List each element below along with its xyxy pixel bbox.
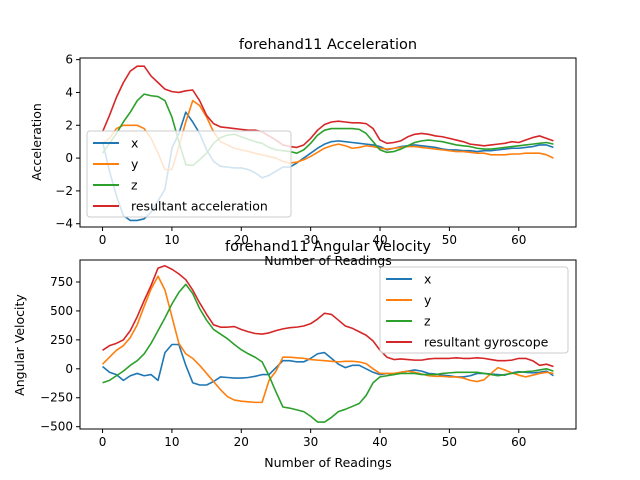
- angular-velocity-legend-label-1: x: [424, 272, 431, 287]
- angular-velocity-y-tick-label: 500: [50, 304, 73, 318]
- acceleration-plot-frame: [79, 57, 577, 228]
- angular-velocity-axes: forehand11 Angular Velocity Angular Velo…: [12, 239, 577, 470]
- acceleration-y-axis-label: Acceleration: [29, 103, 44, 181]
- acceleration-x-tick-label: 50: [442, 233, 457, 247]
- angular-velocity-y-tick-label: 750: [50, 275, 73, 289]
- angular-velocity-x-tick-label: 60: [511, 435, 526, 449]
- angular-velocity-y-tick-label: 250: [50, 333, 73, 347]
- angular-velocity-y-tick-label: −250: [40, 391, 73, 405]
- acceleration-legend-box: [86, 130, 292, 218]
- angular-velocity-chart-title: forehand11 Angular Velocity: [225, 239, 431, 255]
- acceleration-legend-label-3: z: [131, 178, 138, 193]
- acceleration-y-tick-label: 0: [65, 151, 73, 165]
- acceleration-x-tick-label: 0: [99, 233, 107, 247]
- angular-velocity-x-tick-label: 40: [372, 435, 387, 449]
- acceleration-chart-title: forehand11 Acceleration: [239, 37, 417, 53]
- angular-velocity-plot-frame: [79, 259, 577, 430]
- angular-velocity-x-tick-label: 30: [303, 435, 318, 449]
- acceleration-y-tick-label: −2: [55, 184, 73, 198]
- angular-velocity-legend-box: [379, 266, 569, 354]
- angular-velocity-y-axis-label: Angular Velocity: [12, 294, 27, 396]
- angular-velocity-series-line-1: [102, 343, 554, 386]
- acceleration-y-tick-label: −4: [55, 217, 73, 231]
- acceleration-legend-label-1: x: [131, 136, 138, 151]
- angular-velocity-series-line-3: [102, 283, 554, 423]
- acceleration-y-tick-label: 4: [65, 85, 73, 99]
- acceleration-series-line-4: [101, 65, 554, 149]
- angular-velocity-x-tick-label: 20: [234, 435, 249, 449]
- acceleration-y-tick-label: 2: [65, 118, 73, 132]
- acceleration-legend-label-4: resultant acceleration: [131, 199, 268, 214]
- angular-velocity-x-tick-label: 50: [442, 435, 457, 449]
- angular-velocity-series-line-4: [102, 264, 554, 368]
- acceleration-x-tick-label: 10: [164, 233, 179, 247]
- angular-velocity-series-line-2: [101, 275, 554, 404]
- angular-velocity-x-axis-label: Number of Readings: [264, 455, 391, 470]
- acceleration-legend-label-2: y: [131, 157, 139, 172]
- angular-velocity-x-tick-label: 10: [164, 435, 179, 449]
- acceleration-axes: forehand11 Acceleration Acceleration 0 10…: [29, 37, 577, 268]
- acceleration-x-tick-label: 40: [372, 233, 387, 247]
- acceleration-x-tick-label: 30: [303, 233, 318, 247]
- acceleration-x-tick-label: 60: [511, 233, 526, 247]
- angular-velocity-legend-label-4: resultant gyroscope: [424, 335, 549, 350]
- angular-velocity-legend-label-3: z: [424, 314, 431, 329]
- acceleration-y-tick-label: 6: [65, 53, 73, 67]
- angular-velocity-legend-label-2: y: [424, 293, 432, 308]
- acceleration-x-tick-label: 20: [234, 233, 249, 247]
- angular-velocity-y-tick-label: 0: [65, 362, 73, 376]
- angular-velocity-x-tick-label: 0: [99, 435, 107, 449]
- angular-velocity-y-tick-label: −500: [40, 420, 73, 434]
